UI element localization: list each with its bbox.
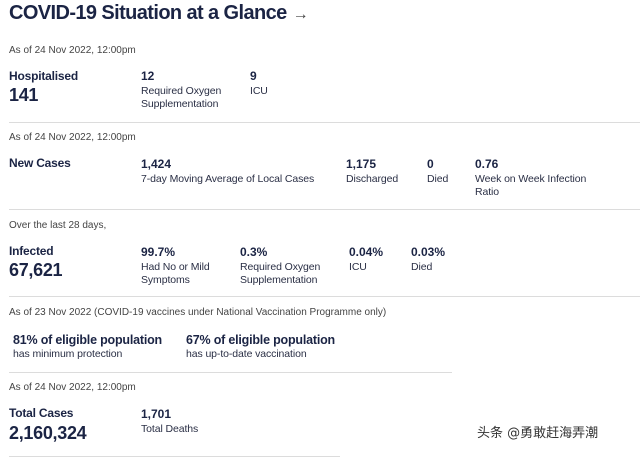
oxygen-value: 12: [141, 69, 155, 83]
hospital-asof: As of 24 Nov 2022, 12:00pm: [9, 45, 136, 56]
infected-oxygen-value: 0.3%: [240, 245, 268, 259]
infection-ratio-value: 0.76: [475, 157, 499, 171]
infected-value: 67,621: [9, 260, 63, 280]
divider: [9, 122, 640, 123]
hospitalised-value: 141: [9, 85, 39, 105]
total-cases-value: 2,160,324: [9, 423, 87, 443]
oxygen-label: Required Oxygen Supplementation: [141, 85, 222, 110]
divider: [9, 209, 640, 210]
new-cases-asof: As of 24 Nov 2022, 12:00pm: [9, 132, 136, 143]
discharged-value: 1,175: [346, 157, 377, 171]
discharged-label: Discharged: [346, 173, 399, 185]
up-to-date-value: 67% of eligible population: [186, 333, 335, 347]
infection-ratio-label: Week on Week Infection Ratio: [475, 173, 587, 198]
new-cases-label: New Cases: [9, 156, 71, 170]
arrow-right-icon: →: [292, 6, 309, 23]
divider: [9, 372, 452, 373]
hospitalised-label: Hospitalised: [9, 69, 78, 83]
divider: [9, 456, 340, 457]
total-deaths-label: Total Deaths: [141, 423, 199, 435]
mild-value: 99.7%: [141, 245, 176, 259]
min-protection-label: has minimum protection: [13, 348, 123, 360]
page-title[interactable]: COVID-19 Situation at a Glance →: [9, 2, 309, 25]
infected-died-label: Died: [411, 261, 433, 273]
infected-icu-label: ICU: [349, 261, 367, 273]
infected-asof: Over the last 28 days,: [9, 220, 107, 231]
died-value: 0: [427, 157, 434, 171]
up-to-date-label: has up-to-date vaccination: [186, 348, 307, 360]
min-protection-value: 81% of eligible population: [13, 333, 162, 347]
icu-value: 9: [250, 69, 257, 83]
divider: [9, 296, 640, 297]
mild-label: Had No or Mild Symptoms: [141, 261, 210, 286]
vaccination-asof: As of 23 Nov 2022 (COVID-19 vaccines und…: [9, 307, 387, 318]
moving-avg-label: 7-day Moving Average of Local Cases: [141, 173, 315, 185]
watermark: 头条 @勇敢赶海弄潮: [477, 426, 599, 441]
total-cases-label: Total Cases: [9, 406, 74, 420]
infected-icu-value: 0.04%: [349, 245, 384, 259]
totals-asof: As of 24 Nov 2022, 12:00pm: [9, 382, 136, 393]
moving-avg-value: 1,424: [141, 157, 172, 171]
icu-label: ICU: [250, 85, 268, 97]
total-deaths-value: 1,701: [141, 407, 172, 421]
infected-oxygen-label: Required Oxygen Supplementation: [240, 261, 321, 286]
title-text: COVID-19 Situation at a Glance: [9, 2, 287, 24]
infected-died-value: 0.03%: [411, 245, 446, 259]
died-label: Died: [427, 173, 449, 185]
infected-label: Infected: [9, 244, 54, 258]
